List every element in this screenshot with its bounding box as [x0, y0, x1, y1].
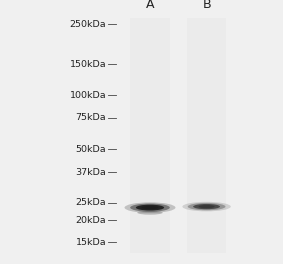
Text: B: B [202, 0, 211, 11]
Text: 15kDa: 15kDa [76, 238, 106, 247]
Ellipse shape [125, 202, 175, 213]
Bar [187, 18, 226, 253]
Text: 25kDa: 25kDa [76, 198, 106, 207]
Text: 50kDa: 50kDa [76, 145, 106, 154]
Ellipse shape [183, 202, 231, 211]
Ellipse shape [193, 204, 220, 209]
Ellipse shape [136, 205, 164, 210]
Ellipse shape [130, 204, 170, 212]
Text: 250kDa: 250kDa [70, 20, 106, 29]
Ellipse shape [142, 206, 158, 209]
Text: 75kDa: 75kDa [76, 113, 106, 122]
Text: 150kDa: 150kDa [70, 59, 106, 68]
Ellipse shape [188, 203, 225, 210]
Bar [113, 18, 269, 253]
Text: 100kDa: 100kDa [70, 91, 106, 100]
Ellipse shape [198, 205, 215, 208]
Text: A: A [146, 0, 154, 11]
Text: 37kDa: 37kDa [75, 168, 106, 177]
Text: 20kDa: 20kDa [76, 216, 106, 225]
Ellipse shape [137, 211, 163, 215]
Bar [130, 18, 170, 253]
